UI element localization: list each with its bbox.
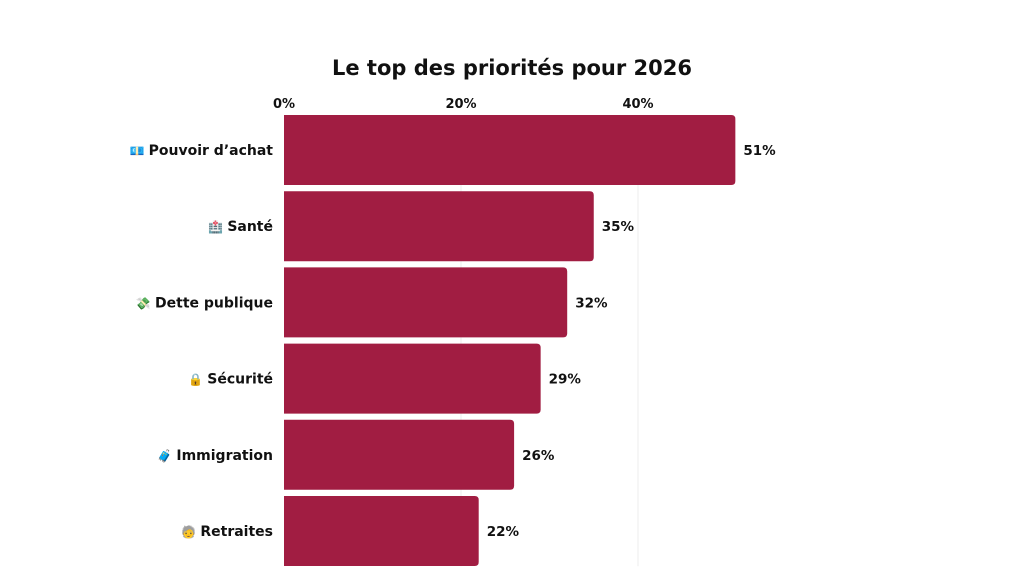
category-text: Pouvoir d’achat: [149, 143, 274, 159]
category-text: Dette publique: [155, 295, 273, 311]
older-person-icon: 🧓: [181, 524, 200, 539]
bar: [284, 343, 541, 414]
bar: [284, 115, 736, 185]
x-axis-ticks: 0% 20% 40%: [273, 97, 654, 112]
category-label: 💶 Pouvoir d’achat: [130, 143, 274, 159]
category-text: Retraites: [200, 524, 273, 540]
value-label: 26%: [522, 448, 555, 464]
luggage-icon: 🧳: [157, 449, 176, 463]
bar: [284, 191, 594, 262]
category-text: Santé: [227, 219, 273, 235]
hospital-icon: 🏥: [208, 220, 227, 234]
category-text: Immigration: [176, 448, 273, 464]
category-labels: 💶 Pouvoir d’achat 🏥 Santé 💸 Dette publique…: [130, 143, 274, 540]
bar: [284, 419, 515, 490]
money-wings-icon: 💸: [136, 296, 155, 310]
bar: [284, 267, 568, 338]
money-bills-icon: 💶: [130, 144, 149, 158]
value-label: 22%: [487, 524, 520, 540]
category-label: 🧳 Immigration: [157, 448, 273, 464]
bars: [284, 115, 736, 566]
value-label: 29%: [549, 372, 582, 388]
x-tick-label: 0%: [273, 97, 295, 112]
gridlines: [460, 115, 639, 567]
category-label: 🏥 Santé: [208, 219, 273, 235]
category-text: Sécurité: [207, 372, 273, 388]
chart-title: Le top des priorités pour 2026: [332, 56, 692, 80]
lock-icon: 🔒: [188, 373, 207, 387]
value-labels: 51% 35% 32% 29% 26% 22%: [487, 143, 776, 540]
value-label: 32%: [575, 295, 608, 311]
x-tick-label: 20%: [445, 97, 476, 112]
value-label: 51%: [743, 143, 776, 159]
category-label: 🧓 Retraites: [181, 524, 273, 540]
bar: [284, 496, 479, 566]
value-label: 35%: [602, 219, 635, 235]
x-tick-label: 40%: [622, 97, 653, 112]
category-label: 🔒 Sécurité: [188, 372, 273, 388]
category-label: 💸 Dette publique: [136, 295, 273, 311]
